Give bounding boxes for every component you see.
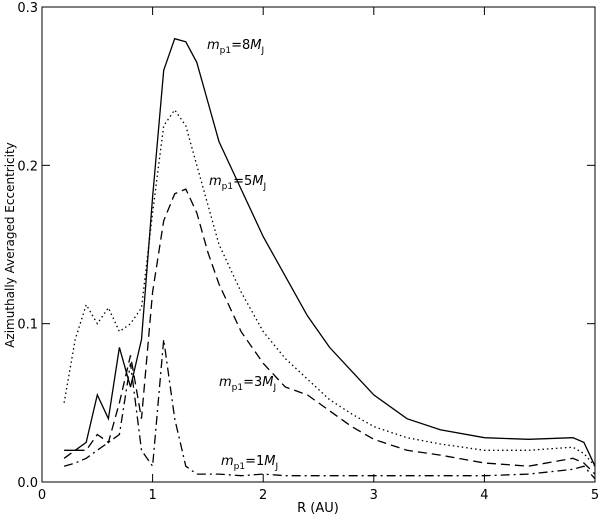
annotation-part: m [209,174,222,189]
x-tick-label: 1 [148,488,156,503]
series-annotation: mp1=5MJ [209,174,266,192]
plot-frame [41,6,596,483]
series-annotation: mp1=1MJ [221,454,278,472]
y-tick-label: 0.1 [17,318,38,333]
x-tick-label: 2 [259,488,267,503]
annotation-part: M [262,375,273,390]
annotation-part: m [219,375,232,390]
series-annotation: mp1=3MJ [219,375,276,393]
x-axis-label: R (AU) [297,501,339,516]
annotation-part: J [261,46,265,56]
annotation-part: p1 [222,182,233,192]
x-tick-label: 0 [38,488,46,503]
x-tick-label: 4 [480,488,488,503]
annotation-part: J [275,462,279,472]
series-line [64,37,596,467]
series-line [63,188,596,475]
series-line [63,108,596,467]
annotation-part: M [252,174,263,189]
y-tick-label: 0.0 [17,476,38,491]
annotation-part: =1 [245,454,264,469]
series-annotation: mp1=8MJ [207,38,264,56]
y-tick-label: 0.3 [17,1,38,16]
annotation-part: M [250,38,261,53]
annotation-part: J [273,383,277,393]
annotation-part: p1 [234,462,245,472]
series-line [63,339,596,480]
y-axis-label: Azimuthally Averaged Eccentricity [3,142,17,348]
x-tick-label: 5 [591,488,599,503]
x-tick-label: 3 [370,488,378,503]
annotation-part: m [221,454,234,469]
annotation-part: J [263,182,267,192]
annotation-part: =5 [233,174,252,189]
annotation-part: p1 [220,46,231,56]
annotation-part: m [207,38,220,53]
y-tick-label: 0.2 [17,159,38,174]
annotation-part: p1 [232,383,243,393]
annotation-part: M [264,454,275,469]
annotation-part: =3 [243,375,262,390]
annotation-part: =8 [231,38,250,53]
